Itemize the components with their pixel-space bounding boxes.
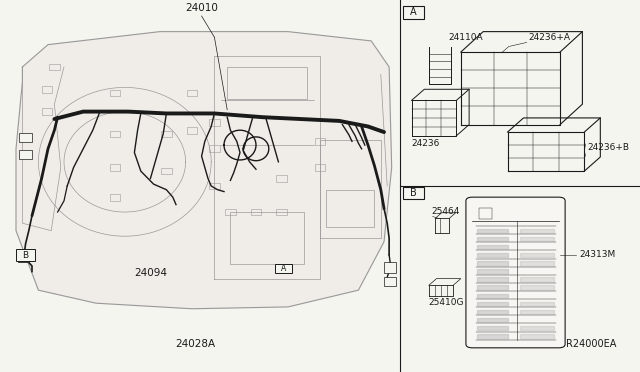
Bar — [110, 131, 120, 137]
Text: B: B — [410, 188, 417, 198]
Polygon shape — [477, 237, 508, 241]
Text: 25464: 25464 — [431, 207, 460, 216]
Bar — [225, 209, 236, 215]
Polygon shape — [477, 302, 508, 306]
FancyBboxPatch shape — [466, 197, 565, 348]
Bar — [276, 209, 287, 215]
Text: 24236: 24236 — [412, 140, 440, 148]
Bar — [479, 208, 492, 219]
Polygon shape — [477, 229, 508, 233]
Bar — [209, 119, 220, 126]
Polygon shape — [16, 32, 392, 309]
Bar — [315, 164, 325, 171]
Text: 24028A: 24028A — [175, 339, 215, 349]
Bar — [276, 175, 287, 182]
Polygon shape — [477, 269, 508, 274]
Polygon shape — [477, 294, 508, 298]
Polygon shape — [520, 237, 554, 241]
Text: 24236+B: 24236+B — [587, 143, 629, 152]
Bar — [209, 145, 220, 152]
Bar — [227, 67, 307, 99]
Bar — [315, 138, 325, 145]
Polygon shape — [520, 285, 554, 290]
Polygon shape — [520, 302, 554, 306]
Bar — [19, 150, 32, 159]
Bar — [230, 212, 304, 264]
Bar — [187, 90, 197, 96]
Polygon shape — [477, 318, 508, 322]
Polygon shape — [520, 310, 554, 314]
Text: 24010: 24010 — [185, 3, 218, 13]
Text: 24313M: 24313M — [579, 250, 616, 259]
FancyBboxPatch shape — [275, 264, 292, 273]
Polygon shape — [520, 253, 554, 257]
Polygon shape — [477, 278, 508, 282]
Polygon shape — [477, 334, 508, 339]
Bar — [209, 183, 220, 189]
Polygon shape — [520, 334, 554, 339]
Bar — [161, 168, 172, 174]
Bar — [110, 194, 120, 201]
FancyBboxPatch shape — [403, 6, 424, 19]
Bar — [251, 209, 261, 215]
Polygon shape — [520, 261, 554, 266]
Polygon shape — [477, 310, 508, 314]
Polygon shape — [477, 253, 508, 257]
Text: 25410G: 25410G — [429, 298, 464, 307]
FancyBboxPatch shape — [403, 187, 424, 199]
Polygon shape — [520, 278, 554, 282]
Text: 24236+A: 24236+A — [528, 33, 570, 42]
Polygon shape — [520, 326, 554, 330]
Bar — [49, 64, 60, 70]
Bar — [110, 164, 120, 171]
Text: A: A — [281, 264, 286, 273]
Polygon shape — [477, 285, 508, 290]
Polygon shape — [520, 229, 554, 233]
Text: B: B — [22, 251, 28, 260]
Text: 24094: 24094 — [134, 268, 167, 278]
Bar — [384, 277, 396, 286]
Bar — [384, 262, 396, 273]
Bar — [19, 133, 32, 142]
Bar — [42, 108, 52, 115]
Bar — [110, 90, 120, 96]
Bar — [18, 252, 29, 262]
Polygon shape — [477, 245, 508, 249]
Polygon shape — [477, 261, 508, 266]
Text: R24000EA: R24000EA — [566, 339, 617, 349]
Text: 24110A: 24110A — [448, 33, 483, 42]
Text: A: A — [410, 7, 417, 17]
FancyBboxPatch shape — [16, 249, 35, 261]
Bar — [187, 127, 197, 134]
Polygon shape — [477, 326, 508, 330]
Bar — [326, 190, 374, 227]
Bar — [42, 86, 52, 93]
Bar — [161, 131, 172, 137]
